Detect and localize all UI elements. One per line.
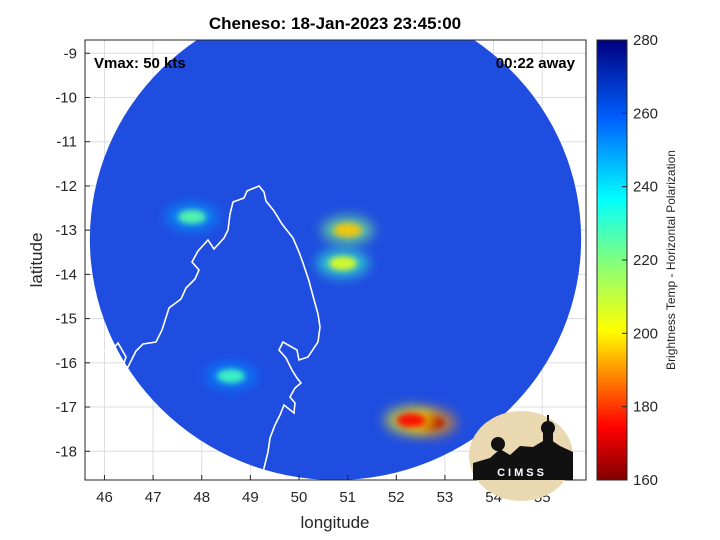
feature-rainband-core bbox=[384, 406, 437, 435]
x-tick-label: 48 bbox=[193, 489, 210, 506]
x-tick-label: 51 bbox=[339, 489, 356, 506]
colorbar-tick-label: 180 bbox=[633, 399, 658, 416]
feature-north-eyewall bbox=[321, 216, 374, 245]
colorbar-tick-label: 280 bbox=[633, 32, 658, 49]
vmax-label: Vmax: 50 kts bbox=[94, 55, 186, 72]
y-tick-label: -9 bbox=[64, 45, 77, 62]
y-tick-label: -15 bbox=[55, 311, 77, 328]
y-axis-label: latitude bbox=[27, 233, 46, 288]
logo-text: CIMSS bbox=[497, 467, 547, 479]
x-tick-label: 53 bbox=[437, 489, 454, 506]
colorbar: 280 260 240 220 200 180 160 Brightness Temp - … bbox=[596, 32, 678, 489]
colorbar-tick-label: 160 bbox=[633, 472, 658, 489]
convective-features bbox=[166, 202, 457, 437]
x-axis-label: longitude bbox=[300, 513, 369, 532]
y-tick-label: -16 bbox=[55, 355, 77, 372]
y-tick-label: -13 bbox=[55, 222, 77, 239]
x-tick-label: 47 bbox=[145, 489, 162, 506]
y-axis-ticks: -9 -10 -11 -12 -13 -14 -15 -16 -17 -18 bbox=[55, 45, 90, 460]
y-tick-label: -17 bbox=[55, 399, 77, 416]
colorbar-tick-label: 200 bbox=[633, 325, 658, 342]
x-tick-label: 50 bbox=[291, 489, 308, 506]
colorbar-label: Brightness Temp - Horizontal Polarizatio… bbox=[664, 150, 678, 370]
colorbar-tick-label: 260 bbox=[633, 105, 658, 122]
satellite-swath bbox=[85, 40, 582, 480]
chart-title: Cheneso: 18-Jan-2023 23:45:00 bbox=[209, 14, 461, 33]
x-tick-label: 46 bbox=[96, 489, 113, 506]
colorbar-tick-label: 240 bbox=[633, 179, 658, 196]
colorbar-ticks: 280 260 240 220 200 180 160 bbox=[622, 32, 658, 489]
x-tick-label: 52 bbox=[388, 489, 405, 506]
feature-sw-convection bbox=[204, 362, 257, 391]
colorbar-tick-label: 220 bbox=[633, 252, 658, 269]
x-tick-label: 49 bbox=[242, 489, 259, 506]
y-tick-label: -14 bbox=[55, 266, 77, 283]
y-tick-label: -10 bbox=[55, 89, 77, 106]
coastline bbox=[85, 185, 321, 480]
feature-eye-wall bbox=[316, 249, 369, 278]
y-tick-label: -11 bbox=[56, 134, 77, 151]
y-tick-label: -12 bbox=[55, 178, 77, 195]
feature-west-convection bbox=[166, 202, 219, 231]
time-away-label: 00:22 away bbox=[496, 55, 576, 72]
coastline-islet bbox=[113, 66, 128, 71]
y-tick-label: -18 bbox=[55, 443, 77, 460]
cimss-logo: CIMSS bbox=[469, 411, 573, 501]
